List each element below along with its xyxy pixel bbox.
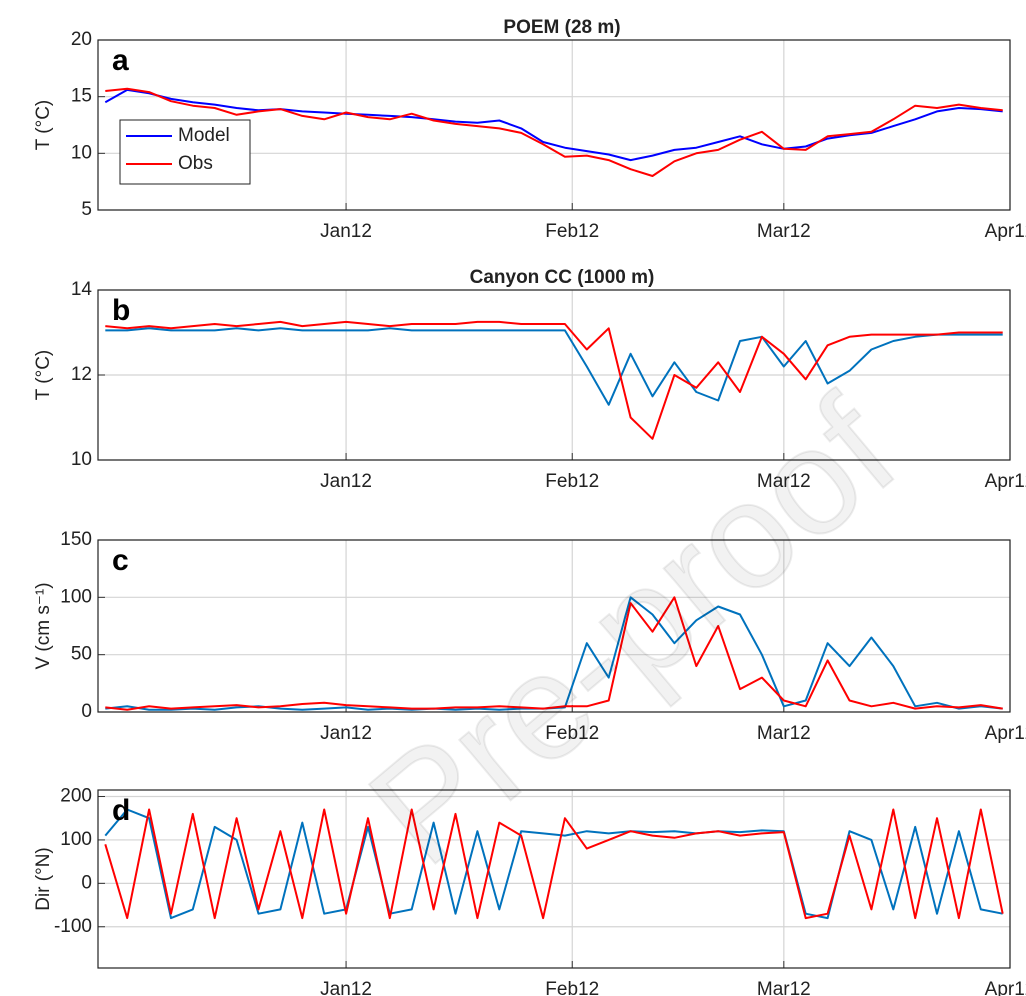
- y-tick-label: 0: [81, 872, 92, 893]
- x-tick-label: Jan12: [320, 471, 372, 492]
- y-tick-label: 10: [71, 449, 92, 470]
- x-tick-label: Apr12: [985, 723, 1026, 744]
- y-tick-label: 200: [60, 786, 92, 807]
- x-tick-label: Jan12: [320, 221, 372, 242]
- series-line: [105, 87, 1003, 177]
- legend-label: Model: [178, 125, 230, 146]
- series-line: [105, 320, 1003, 440]
- y-tick-label: 10: [71, 142, 92, 163]
- plot-area: [98, 790, 1010, 968]
- series-line: [105, 327, 1003, 406]
- y-tick-label: 100: [60, 829, 92, 850]
- y-tick-label: 15: [71, 86, 92, 107]
- series-line: [104, 88, 1003, 162]
- x-tick-label: Apr12: [985, 979, 1026, 996]
- x-tick-label: Feb12: [545, 979, 599, 996]
- x-tick-label: Feb12: [545, 221, 599, 242]
- x-tick-label: Apr12: [985, 221, 1026, 242]
- series-line: [105, 596, 1003, 711]
- panel-label: b: [112, 294, 130, 327]
- series-line: [104, 808, 1004, 920]
- axes-frame: [97, 289, 1011, 461]
- chart-title: Canyon CC (1000 m): [470, 267, 655, 288]
- x-tick-label: Mar12: [757, 471, 811, 492]
- axes-frame: [97, 539, 1011, 713]
- panel-label: c: [112, 544, 129, 577]
- series-line: [104, 808, 1003, 920]
- x-tick-label: Apr12: [985, 471, 1026, 492]
- chart-title: POEM (28 m): [503, 17, 620, 38]
- x-tick-label: Jan12: [320, 723, 372, 744]
- axes-frame: [97, 39, 1011, 211]
- legend-label: Obs: [178, 153, 213, 174]
- y-tick-label: 50: [71, 644, 92, 665]
- y-tick-label: 12: [71, 364, 92, 385]
- legend-box: [119, 119, 251, 185]
- y-axis-label: T (°C): [33, 350, 54, 401]
- y-axis-label: Dir (°N): [33, 847, 54, 911]
- y-axis-label: T (°C): [33, 100, 54, 151]
- axes-frame: [97, 789, 1011, 969]
- panel-label: a: [112, 44, 129, 77]
- y-tick-label: 0: [81, 701, 92, 722]
- y-tick-label: 100: [60, 586, 92, 607]
- x-tick-label: Mar12: [757, 221, 811, 242]
- x-tick-label: Mar12: [757, 979, 811, 996]
- y-tick-label: 150: [60, 529, 92, 550]
- y-tick-label: 14: [71, 279, 93, 300]
- y-tick-label: -100: [54, 916, 92, 937]
- panel-label: d: [112, 794, 130, 827]
- x-tick-label: Feb12: [545, 723, 599, 744]
- x-tick-label: Feb12: [545, 471, 599, 492]
- plot-area: [98, 540, 1010, 712]
- y-tick-label: 20: [71, 29, 92, 50]
- y-axis-label: V (cm s⁻¹): [33, 582, 54, 669]
- x-tick-label: Mar12: [757, 723, 811, 744]
- x-tick-label: Jan12: [320, 979, 372, 996]
- y-tick-label: 5: [81, 199, 92, 220]
